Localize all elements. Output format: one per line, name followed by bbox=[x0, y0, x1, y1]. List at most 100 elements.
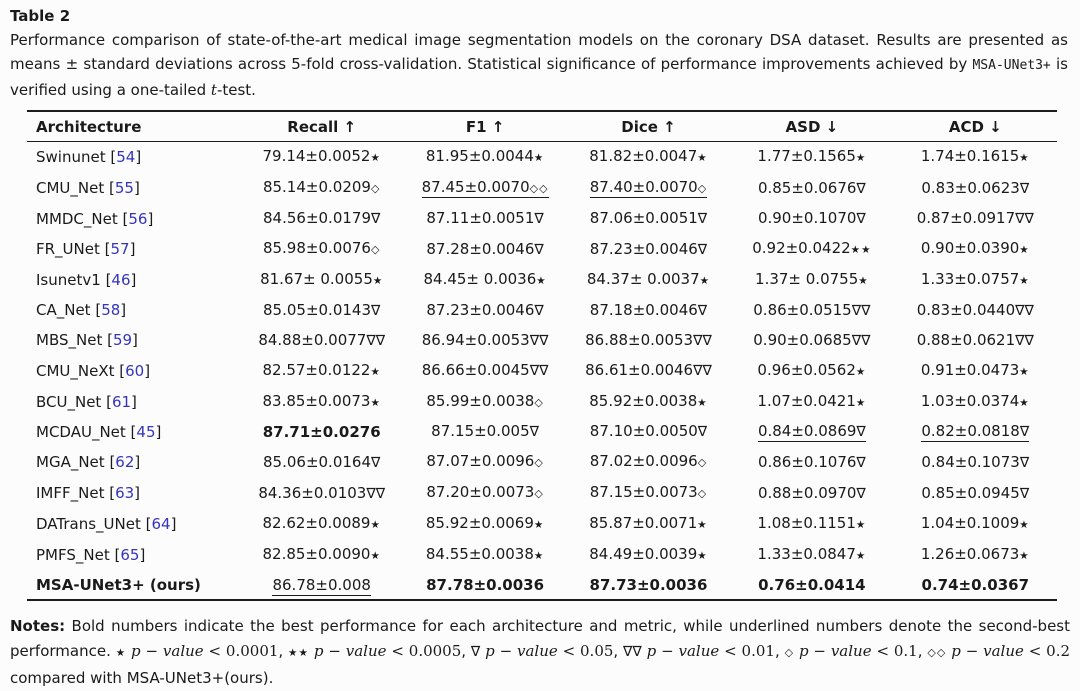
significance-symbol: ★ bbox=[697, 396, 708, 409]
citation-link[interactable]: 60 bbox=[125, 361, 145, 380]
metric-cell: 82.57±0.0122★ bbox=[240, 355, 403, 386]
significance-symbol: ∇ bbox=[371, 454, 381, 471]
metric-cell: 0.83±0.0440∇∇ bbox=[894, 295, 1057, 325]
architecture-cell: BCU_Net [61] bbox=[36, 392, 137, 411]
architecture-cell: MCDAU_Net [45] bbox=[36, 422, 162, 441]
citation-link[interactable]: 63 bbox=[115, 484, 135, 503]
metric-value: 84.45± 0.0036★ bbox=[423, 269, 547, 288]
significance-symbol: ★★ bbox=[288, 647, 310, 660]
metric-value: 86.61±0.0046∇∇ bbox=[585, 361, 712, 380]
architecture-cell: PMFS_Net [65] bbox=[36, 545, 146, 564]
significance-symbol: ★ bbox=[855, 396, 867, 409]
metric-cell: 0.87±0.0917∇∇ bbox=[894, 204, 1057, 234]
table-row: DATrans_UNet [64] 82.62±0.0089★ 85.92±0.00… bbox=[27, 509, 1057, 540]
table-row: Isunetv1 [46] 81.67± 0.0055★ 84.45± 0.0036… bbox=[27, 265, 1057, 296]
citation-link[interactable]: 55 bbox=[114, 179, 134, 198]
metric-value: 87.07±0.0096◇ bbox=[426, 452, 544, 471]
metric-value: 0.76±0.0414 bbox=[758, 575, 866, 594]
metric-value: 0.84±0.0869∇ bbox=[757, 422, 866, 443]
citation-link[interactable]: 64 bbox=[151, 515, 171, 534]
architecture-cell: IMFF_Net [63] bbox=[36, 484, 141, 503]
significance-symbol: ∇∇ bbox=[1015, 302, 1034, 319]
metric-cell: 84.45± 0.0036★ bbox=[403, 265, 566, 296]
citation-link[interactable]: 57 bbox=[110, 240, 130, 259]
table-row: MSA-UNet3+ (ours) 86.78±0.008 87.78±0.0036… bbox=[27, 570, 1057, 600]
metric-cell: 85.98±0.0076◇ bbox=[240, 234, 403, 265]
metric-value: 87.18±0.0046∇ bbox=[589, 300, 708, 319]
citation-link[interactable]: 65 bbox=[120, 545, 140, 564]
metric-value: 83.85±0.0073★ bbox=[262, 391, 381, 410]
significance-symbol: ∇ bbox=[697, 241, 708, 258]
significance-symbol: ★ bbox=[855, 365, 867, 378]
metric-value: 85.99±0.0038◇ bbox=[426, 391, 544, 410]
significance-symbol: ∇ bbox=[534, 302, 544, 319]
architecture-name: PMFS_Net bbox=[36, 545, 110, 564]
significance-symbol: ★ bbox=[370, 549, 381, 562]
metric-cell: 0.96±0.0562★ bbox=[730, 355, 893, 386]
metric-value: 0.82±0.0818∇ bbox=[921, 422, 1030, 443]
metric-value: 81.67± 0.0055★ bbox=[260, 269, 384, 288]
citation-link[interactable]: 45 bbox=[136, 422, 156, 441]
metric-value: 0.87±0.0917∇∇ bbox=[916, 209, 1034, 228]
metric-value: 0.90±0.0685∇∇ bbox=[753, 330, 871, 349]
metric-cell: 87.18±0.0046∇ bbox=[567, 295, 730, 325]
architecture-name: Isunetv1 bbox=[36, 270, 101, 289]
architecture-name: DATrans_UNet bbox=[36, 515, 141, 534]
metric-cell: 87.02±0.0096◇ bbox=[567, 447, 730, 478]
citation-link[interactable]: 62 bbox=[115, 453, 135, 472]
metric-cell: 85.99±0.0038◇ bbox=[403, 386, 566, 417]
metric-value: 0.74±0.0367 bbox=[921, 575, 1030, 594]
architecture-name: FR_UNet bbox=[36, 240, 100, 259]
col-header-f1: F1 ↑ bbox=[403, 111, 567, 142]
col-header-acd: ACD ↓ bbox=[893, 111, 1057, 142]
metric-value: 0.83±0.0440∇∇ bbox=[916, 300, 1034, 319]
metric-value: 85.92±0.0069★ bbox=[425, 514, 545, 533]
significance-symbol: ∇∇ bbox=[851, 332, 871, 349]
metric-value: 0.90±0.1070∇ bbox=[757, 209, 866, 228]
sig-item: ◇◇ p − value < 0.2 bbox=[927, 642, 1070, 660]
significance-symbol: ◇ bbox=[534, 395, 544, 409]
significance-symbol: ◇ bbox=[534, 487, 544, 501]
metric-cell: 87.23±0.0046∇ bbox=[567, 234, 730, 265]
metric-cell: 87.20±0.0073◇ bbox=[403, 478, 566, 509]
metric-cell: 0.82±0.0818∇ bbox=[894, 417, 1057, 447]
citation-link[interactable]: 59 bbox=[112, 331, 133, 350]
metric-cell: 85.14±0.0209◇ bbox=[240, 173, 403, 204]
metric-cell: 0.76±0.0414 bbox=[730, 570, 893, 600]
significance-symbol: ∇ bbox=[856, 454, 866, 471]
metric-cell: 87.10±0.0050∇ bbox=[567, 417, 730, 447]
metric-cell: 0.86±0.0515∇∇ bbox=[730, 295, 893, 325]
significance-symbol: ∇ bbox=[371, 211, 381, 228]
significance-symbol: ∇∇ bbox=[366, 485, 386, 502]
col-header-recall: Recall ↑ bbox=[240, 111, 404, 142]
p-value-expression: p − value < 0.05 bbox=[485, 642, 614, 661]
metric-value: 1.26±0.0673★ bbox=[920, 544, 1030, 563]
significance-symbol: ◇ bbox=[370, 243, 381, 257]
significance-symbol: ★ bbox=[533, 152, 545, 165]
architecture-cell: MGA_Net [62] bbox=[36, 453, 141, 472]
metric-value: 87.06±0.0051∇ bbox=[589, 209, 708, 228]
significance-symbol: ★ bbox=[699, 274, 711, 287]
metric-cell: 85.92±0.0069★ bbox=[403, 509, 566, 540]
citation-link[interactable]: 46 bbox=[111, 270, 131, 289]
metric-cell: 0.90±0.0390★ bbox=[894, 234, 1057, 265]
metric-cell: 85.92±0.0038★ bbox=[567, 386, 730, 417]
metric-value: 0.96±0.0562★ bbox=[757, 360, 867, 379]
citation-link[interactable]: 54 bbox=[116, 148, 136, 167]
sig-item: ★★ p − value < 0.0005, bbox=[288, 642, 471, 661]
col-header-architecture: Architecture bbox=[27, 111, 240, 142]
metric-value: 85.14±0.0209◇ bbox=[262, 178, 381, 197]
metric-cell: 84.55±0.0038★ bbox=[403, 540, 566, 571]
citation-link[interactable]: 61 bbox=[111, 392, 132, 411]
architecture-name: MBS_Net bbox=[36, 331, 103, 350]
significance-symbol: ∇ bbox=[856, 180, 866, 197]
citation-link[interactable]: 56 bbox=[128, 209, 148, 228]
architecture-name: CMU_Net bbox=[36, 179, 105, 198]
table-row: IMFF_Net [63] 84.36±0.0103∇∇ 87.20±0.0073◇… bbox=[27, 478, 1057, 509]
metric-cell: 87.15±0.005∇ bbox=[403, 417, 566, 447]
citation-link[interactable]: 58 bbox=[101, 301, 121, 320]
architecture-name: MCDAU_Net bbox=[36, 422, 126, 441]
metric-value: 0.88±0.0621∇∇ bbox=[916, 330, 1034, 349]
significance-symbol: ★ bbox=[372, 274, 384, 287]
significance-symbol: ★ bbox=[1019, 365, 1030, 378]
